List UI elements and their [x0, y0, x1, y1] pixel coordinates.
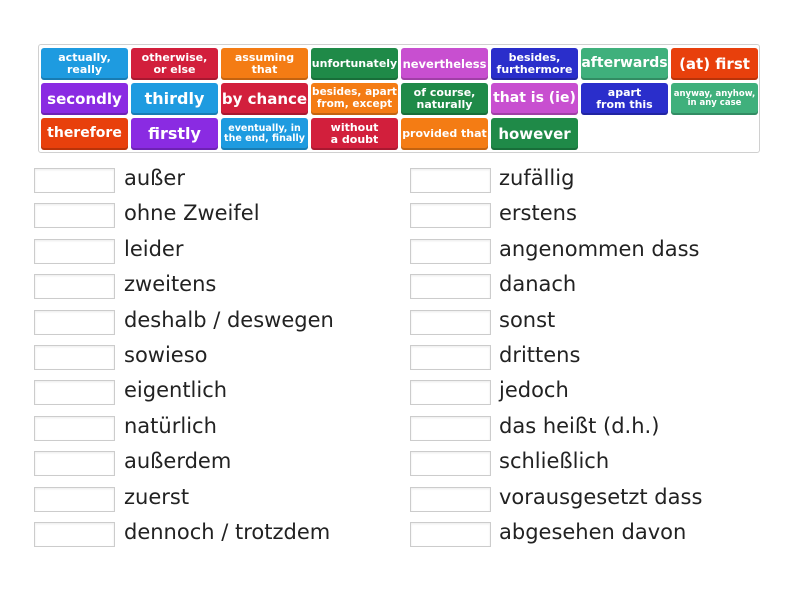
answer-tile[interactable]: therefore: [41, 118, 128, 150]
drop-slot[interactable]: [34, 345, 115, 370]
drop-slot[interactable]: [410, 203, 491, 229]
drop-slot[interactable]: [410, 522, 491, 547]
german-word: leider: [124, 236, 184, 261]
answer-tile[interactable]: thirdly: [131, 83, 218, 115]
german-word: vorausgesetzt dass: [499, 484, 703, 509]
drop-slot[interactable]: [34, 309, 115, 335]
german-word: zweitens: [124, 272, 217, 297]
german-word: erstens: [499, 201, 577, 226]
drop-slot[interactable]: [410, 238, 491, 264]
answer-tile[interactable]: besides, furthermore: [491, 48, 578, 80]
german-word: das heißt (d.h.): [499, 413, 660, 438]
answer-tile[interactable]: however: [491, 118, 578, 150]
answer-tile[interactable]: of course, naturally: [401, 83, 488, 115]
answer-tile[interactable]: (at) first: [671, 48, 758, 80]
answer-tile[interactable]: without a doubt: [311, 118, 398, 150]
answer-tile[interactable]: provided that: [401, 118, 488, 150]
german-word: zufällig: [499, 166, 575, 190]
answer-tile[interactable]: secondly: [41, 83, 128, 115]
answer-tile[interactable]: afterwards: [581, 48, 668, 80]
drop-slot[interactable]: [34, 451, 115, 477]
german-word: jedoch: [499, 378, 569, 403]
answer-tile[interactable]: apart from this: [581, 83, 668, 115]
drop-slot[interactable]: [410, 451, 491, 477]
answer-tile[interactable]: otherwise, or else: [131, 48, 218, 80]
drop-slot[interactable]: [34, 415, 115, 441]
german-word: danach: [499, 272, 577, 297]
drop-slot[interactable]: [410, 380, 491, 406]
german-word: zuerst: [124, 484, 190, 509]
german-word: natürlich: [124, 413, 217, 438]
drop-slot[interactable]: [34, 168, 115, 193]
drop-slot[interactable]: [34, 238, 115, 264]
drop-slot[interactable]: [410, 274, 491, 300]
drop-slot[interactable]: [410, 345, 491, 370]
drop-slot[interactable]: [410, 309, 491, 335]
german-word: außer: [124, 166, 185, 190]
german-word: außerdem: [124, 449, 232, 474]
answer-tile[interactable]: that is (ie): [491, 83, 578, 115]
answer-tile[interactable]: assuming that: [221, 48, 308, 80]
drop-slot[interactable]: [34, 380, 115, 406]
answer-bank: actually, really otherwise, or else assumi…: [38, 44, 760, 153]
german-word: sonst: [499, 307, 556, 332]
drop-slot[interactable]: [410, 486, 491, 512]
answer-tile[interactable]: unfortunately: [311, 48, 398, 80]
german-word: schließlich: [499, 449, 610, 474]
drop-slot[interactable]: [34, 274, 115, 300]
german-word: sowieso: [124, 343, 208, 367]
answer-tile[interactable]: actually, really: [41, 48, 128, 80]
german-word: deshalb / deswegen: [124, 307, 334, 332]
drop-slot[interactable]: [34, 203, 115, 229]
answer-tile[interactable]: nevertheless: [401, 48, 488, 80]
answer-tile[interactable]: firstly: [131, 118, 218, 150]
german-word: ohne Zweifel: [124, 201, 260, 226]
german-word: dennoch / trotzdem: [124, 520, 331, 544]
german-word: drittens: [499, 343, 581, 367]
drop-slot[interactable]: [34, 486, 115, 512]
german-word: eigentlich: [124, 378, 228, 403]
answer-tile[interactable]: by chance: [221, 83, 308, 115]
drop-slot[interactable]: [410, 168, 491, 193]
answer-tile[interactable]: anyway, anyhow, in any case: [671, 83, 758, 115]
drop-slot[interactable]: [34, 522, 115, 547]
answer-tile[interactable]: eventually, in the end, finally: [221, 118, 308, 150]
answer-tile[interactable]: besides, apart from, except: [311, 83, 398, 115]
german-word: abgesehen davon: [499, 520, 687, 544]
drop-slot[interactable]: [410, 415, 491, 441]
german-word: angenommen dass: [499, 236, 700, 261]
